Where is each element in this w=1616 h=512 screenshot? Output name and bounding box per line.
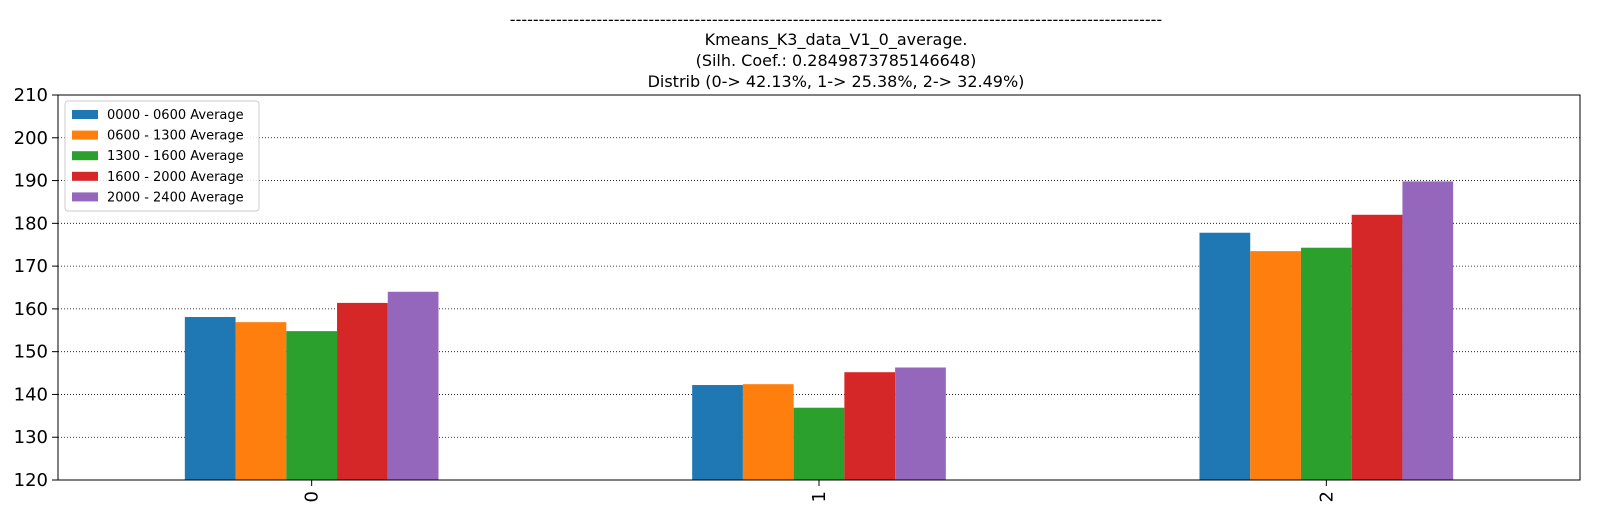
bars <box>184 181 1454 480</box>
legend-label: 0600 - 1300 Average <box>107 129 244 144</box>
y-tick-label: 180 <box>14 213 48 234</box>
bar-0-series-3 <box>337 302 388 480</box>
x-tick-label: 2 <box>1316 491 1337 502</box>
bar-0-series-1 <box>235 322 287 480</box>
legend-swatch <box>72 151 98 161</box>
title-line-3: Distrib (0-> 42.13%, 1-> 25.38%, 2-> 32.… <box>648 72 1025 91</box>
legend: 0000 - 0600 Average 0600 - 1300 Average 13… <box>64 100 260 212</box>
chart-title: ----------------------------------------… <box>510 10 1162 91</box>
bar-2-series-2 <box>1300 247 1352 480</box>
title-line-1: Kmeans_K3_data_V1_0_average. <box>705 30 968 50</box>
bar-0-series-4 <box>387 291 439 480</box>
legend-box <box>64 100 260 212</box>
bar-0-series-0 <box>184 317 236 480</box>
bar-2-series-1 <box>1250 251 1301 480</box>
bar-1-series-4 <box>895 367 946 480</box>
y-tick-label: 160 <box>14 299 48 320</box>
bar-2-series-3 <box>1351 214 1403 480</box>
legend-swatch <box>72 110 98 119</box>
legend-swatch <box>72 192 98 202</box>
legend-label: 0000 - 0600 Average <box>107 108 244 123</box>
y-tick-label: 170 <box>14 256 48 277</box>
title-line-0: ----------------------------------------… <box>510 10 1162 29</box>
x-tick-label: 0 <box>302 491 323 502</box>
bar-1-series-2 <box>793 407 845 480</box>
legend-swatch <box>72 171 98 181</box>
y-tick-label: 190 <box>14 171 48 192</box>
y-tick-label: 200 <box>14 128 48 149</box>
y-tick-label: 210 <box>14 85 48 106</box>
bar-1-series-1 <box>742 384 794 480</box>
bar-2-series-0 <box>1199 232 1251 480</box>
title-line-2: (Silh. Coef.: 0.2849873785146648) <box>696 51 977 70</box>
y-axis: 120 130 140 150 160 170 180 190 200 210 <box>14 85 58 491</box>
x-tick-label: 1 <box>809 491 830 502</box>
y-tick-label: 120 <box>14 470 48 491</box>
y-tick-label: 140 <box>14 384 48 405</box>
bar-1-series-0 <box>692 385 743 480</box>
y-tick-label: 150 <box>14 342 48 363</box>
legend-swatch <box>72 130 98 140</box>
legend-label: 2000 - 2400 Average <box>107 190 244 205</box>
legend-label: 1600 - 2000 Average <box>107 170 244 185</box>
y-tick-label: 130 <box>14 427 48 448</box>
bar-2-series-4 <box>1402 181 1454 480</box>
bar-0-series-2 <box>286 331 338 480</box>
plot-frame <box>57 94 1581 481</box>
bar-1-series-3 <box>844 372 896 480</box>
x-axis: 0 1 2 <box>302 480 1337 502</box>
legend-label: 1300 - 1600 Average <box>107 149 244 164</box>
